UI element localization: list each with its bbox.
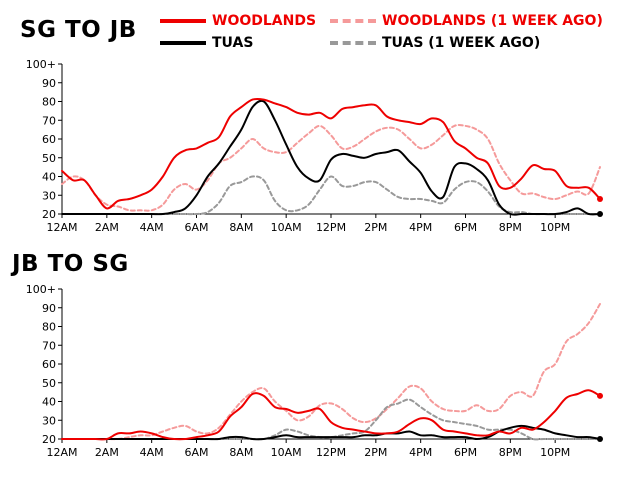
jb-to-sg-y-tick-label: 30 (42, 414, 56, 427)
sg-to-jb-x-tick-label: 4AM (140, 221, 164, 234)
jb-to-sg-y-tick-label: 50 (42, 377, 56, 390)
jb-to-sg-x-tick-label: 2PM (364, 446, 387, 459)
sg-to-jb-y-tick-label: 100+ (26, 58, 56, 71)
sg-to-jb-y-tick-label: 40 (42, 171, 56, 184)
legend-label-tuas-week-ago: TUAS (1 WEEK AGO) (382, 35, 541, 51)
jb-to-sg-x-tick-label: 10PM (540, 446, 570, 459)
chart-title-jb-to-sg: JB TO SG (12, 251, 129, 277)
jb-to-sg-x-tick-label: 4AM (140, 446, 164, 459)
jb-to-sg-y-tick-label: 80 (42, 321, 56, 334)
sg-to-jb-x-tick-label: 6PM (454, 221, 477, 234)
legend-label-woodlands-week-ago: WOODLANDS (1 WEEK AGO) (382, 13, 603, 29)
jb-to-sg-x-tick-label: 8AM (229, 446, 253, 459)
sg-to-jb-y-tick-label: 50 (42, 152, 56, 165)
jb-to-sg-y-tick-label: 90 (42, 302, 56, 315)
sg-to-jb-x-tick-label: 10PM (540, 221, 570, 234)
sg-to-jb-endpoint-tuas (597, 211, 603, 217)
legend-swatch-tuas (160, 41, 206, 45)
sg-to-jb-endpoint-woodlands (597, 196, 603, 202)
sg-to-jb-series-woodlands-1-week-ago (61, 124, 601, 212)
sg-to-jb-x-tick-label: 10AM (271, 221, 302, 234)
sg-to-jb-x-tick-label: 4PM (409, 221, 432, 234)
legend-item-woodlands: WOODLANDS (160, 13, 316, 29)
legend-swatch-woodlands (160, 19, 206, 23)
jb-to-sg-y-tick-label: 100+ (26, 283, 56, 296)
sg-to-jb-x-tick-label: 2AM (95, 221, 119, 234)
jb-to-sg-series-tuas (61, 424, 601, 441)
legend-label-woodlands: WOODLANDS (212, 13, 317, 29)
chart-title-sg-to-jb: SG TO JB (20, 17, 137, 43)
jb-to-sg-x-tick-label: 6AM (184, 446, 208, 459)
sg-to-jb-x-tick-label: 2PM (364, 221, 387, 234)
jb-to-sg-y-tick-label: 60 (42, 358, 56, 371)
jb-to-sg-x-tick-label: 4PM (409, 446, 432, 459)
legend-item-tuas-week-ago: TUAS (1 WEEK AGO) (330, 35, 540, 51)
sg-to-jb-y-tick-label: 20 (42, 208, 56, 221)
sg-to-jb-x-tick-label: 8PM (499, 221, 522, 234)
sg-to-jb-series-tuas-1-week-ago (61, 175, 601, 216)
sg-to-jb-y-tick-label: 90 (42, 77, 56, 90)
sg-to-jb-y-tick-label: 80 (42, 96, 56, 109)
sg-to-jb-series-tuas (61, 99, 601, 216)
jb-to-sg-endpoint-tuas (597, 436, 603, 442)
legend-label-tuas: TUAS (212, 35, 254, 51)
jb-to-sg-endpoint-woodlands (597, 392, 603, 399)
legend-swatch-woodlands-week-ago (330, 19, 376, 23)
sg-to-jb-x-tick-label: 8AM (229, 221, 253, 234)
jb-to-sg-x-tick-label: 12AM (46, 446, 77, 459)
jb-to-sg-series-woodlands-1-week-ago (61, 303, 601, 441)
jb-to-sg-series-woodlands (61, 389, 601, 441)
jb-to-sg-series-tuas-1-week-ago (61, 398, 601, 441)
sg-to-jb-x-tick-label: 12PM (316, 221, 346, 234)
legend-item-tuas: TUAS (160, 35, 253, 51)
jb-to-sg-x-tick-label: 8PM (499, 446, 522, 459)
legend-item-woodlands-week-ago: WOODLANDS (1 WEEK AGO) (330, 13, 603, 29)
jb-to-sg-y-tick-label: 70 (42, 339, 56, 352)
sg-to-jb-x-tick-label: 12AM (46, 221, 77, 234)
jb-to-sg-x-tick-label: 2AM (95, 446, 119, 459)
legend-swatch-tuas-week-ago (330, 41, 376, 45)
jb-to-sg-x-tick-label: 6PM (454, 446, 477, 459)
jb-to-sg-x-tick-label: 12PM (316, 446, 346, 459)
sg-to-jb-y-tick-label: 60 (42, 133, 56, 146)
sg-to-jb-x-tick-label: 6AM (184, 221, 208, 234)
jb-to-sg-y-tick-label: 20 (42, 433, 56, 446)
sg-to-jb-y-tick-label: 30 (42, 189, 56, 202)
jb-to-sg-y-tick-label: 40 (42, 396, 56, 409)
jb-to-sg-x-tick-label: 10AM (271, 446, 302, 459)
sg-to-jb-series-woodlands (61, 97, 601, 210)
sg-to-jb-y-tick-label: 70 (42, 114, 56, 127)
